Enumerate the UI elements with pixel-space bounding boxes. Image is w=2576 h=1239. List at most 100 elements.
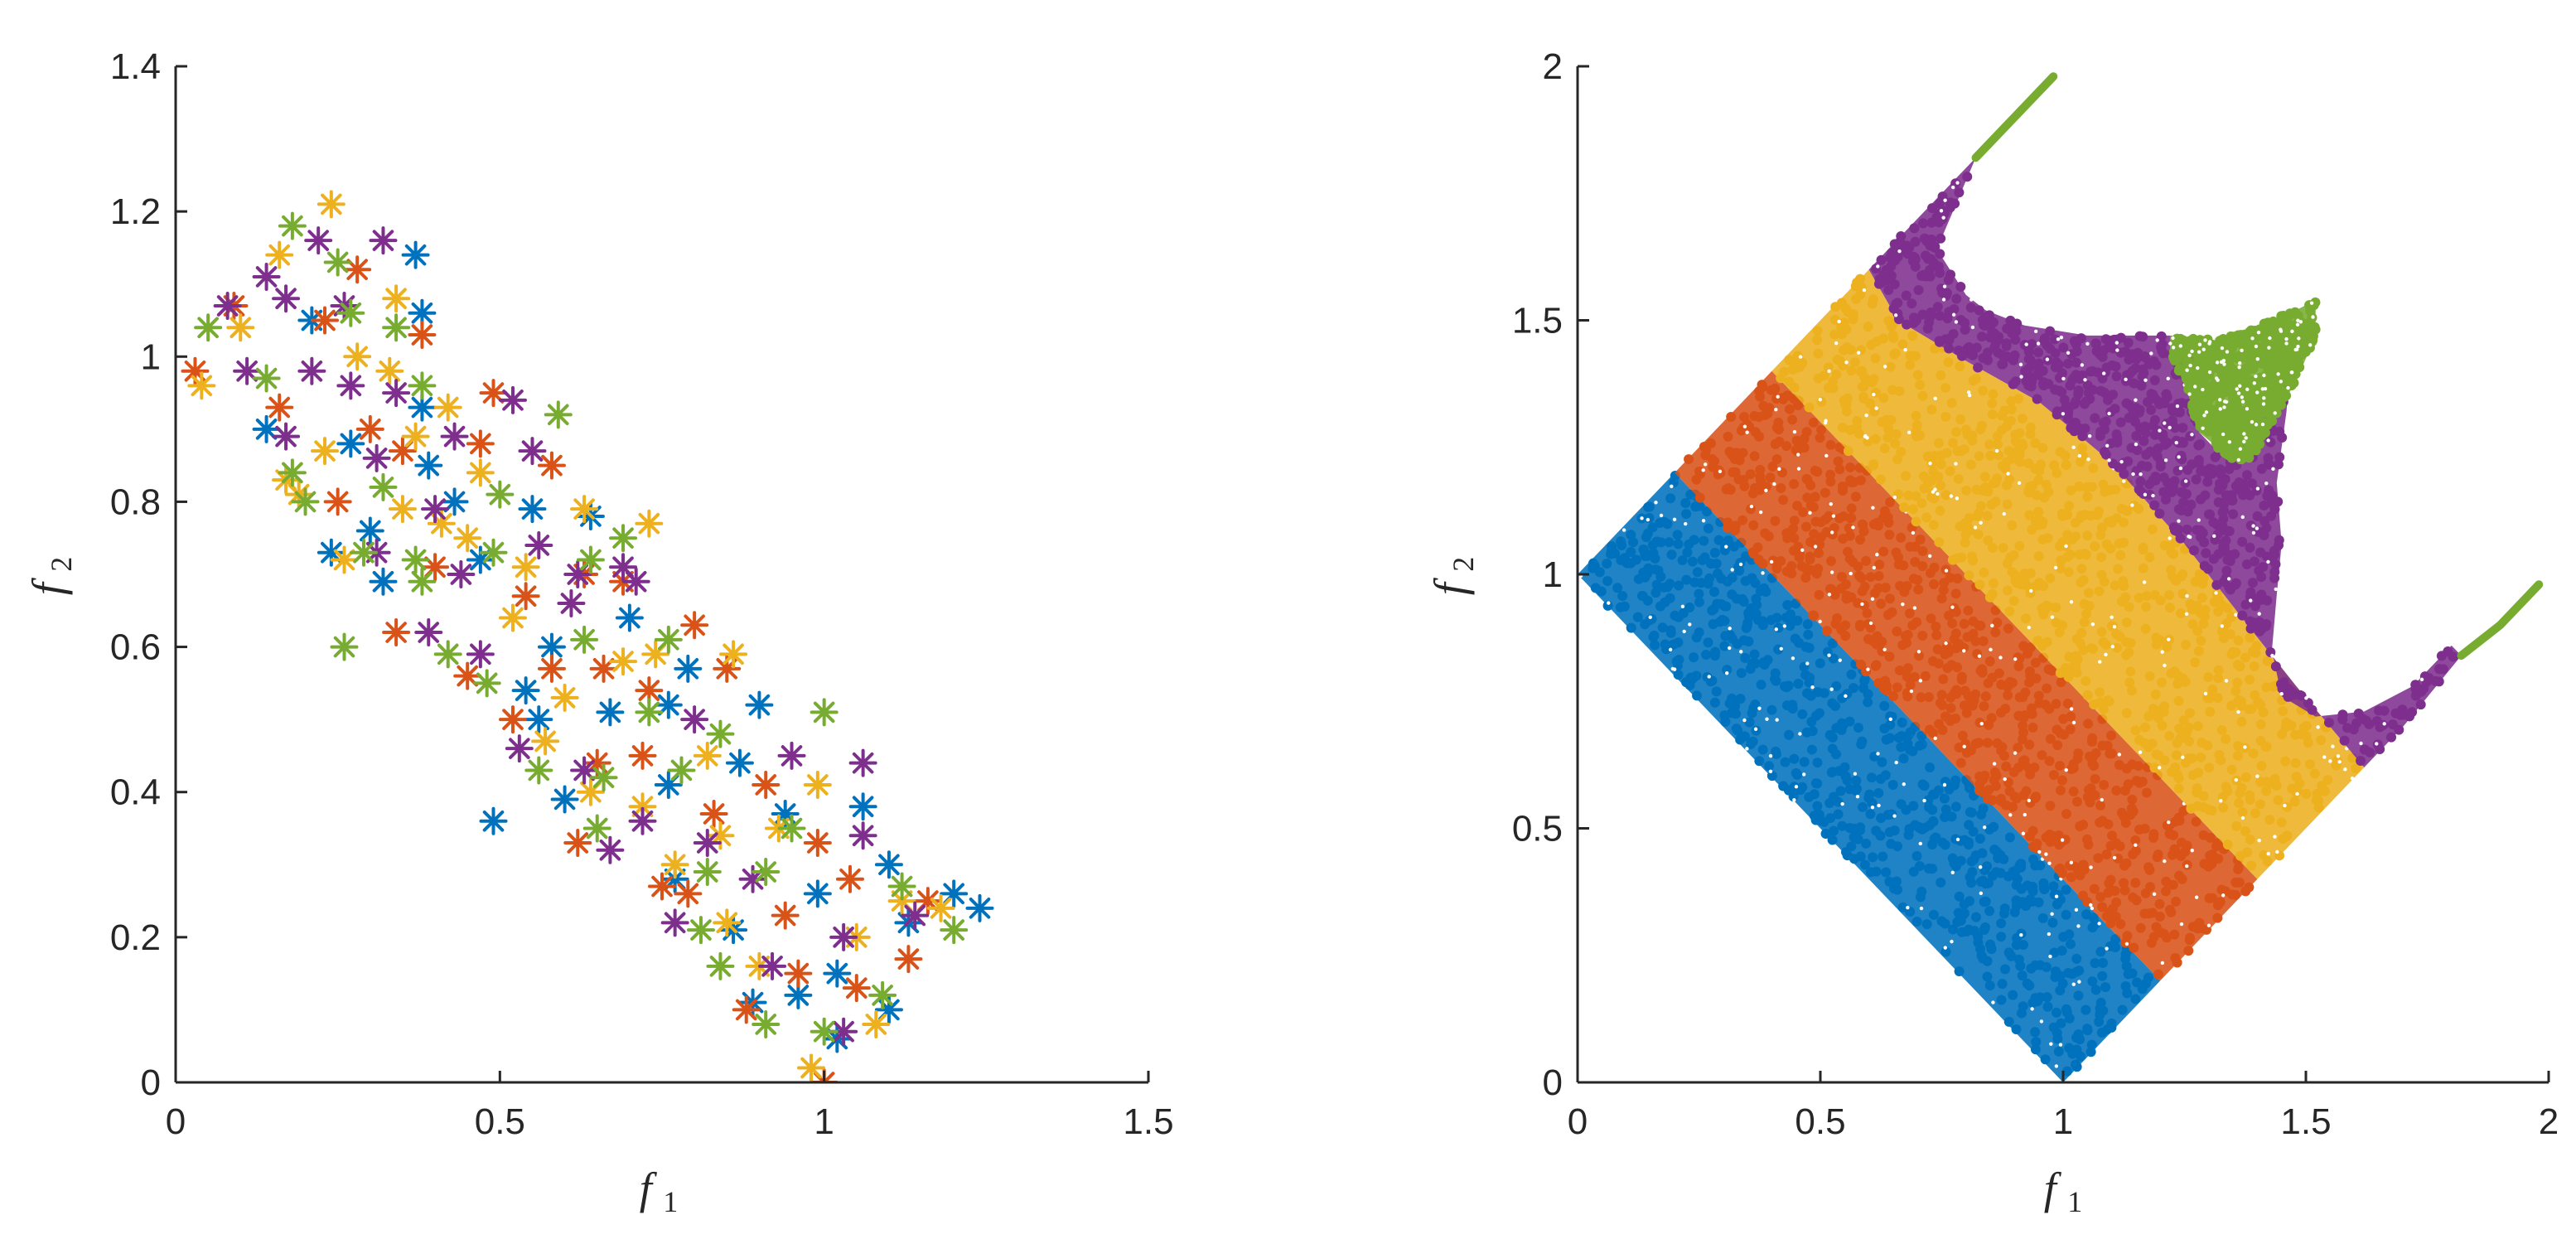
data-point xyxy=(719,640,748,669)
data-point xyxy=(1998,542,2008,553)
data-point xyxy=(1800,573,1811,583)
data-point xyxy=(1825,439,1836,450)
data-point xyxy=(2053,889,2064,900)
data-point xyxy=(1612,583,1623,593)
gap-speck xyxy=(1829,687,1834,691)
data-point xyxy=(1865,572,1876,583)
data-point xyxy=(1961,485,1972,496)
data-point xyxy=(1825,477,1836,487)
data-point xyxy=(2095,349,2105,360)
gap-speck xyxy=(1912,606,1917,610)
gap-speck xyxy=(2201,347,2206,351)
data-point xyxy=(1665,593,1675,603)
data-point xyxy=(2226,700,2237,711)
data-point xyxy=(2235,787,2245,798)
data-point xyxy=(2158,472,2169,483)
gap-speck xyxy=(2359,741,2363,746)
data-point xyxy=(1889,239,1900,249)
data-point xyxy=(2061,401,2071,412)
data-point xyxy=(1791,767,1801,778)
gap-speck xyxy=(2163,859,2167,864)
gap-speck xyxy=(2110,615,2114,619)
data-point xyxy=(810,698,839,727)
data-point xyxy=(1684,454,1694,465)
data-point xyxy=(1801,727,1812,738)
data-point xyxy=(1996,932,2007,942)
gap-speck xyxy=(1659,513,1664,518)
data-point xyxy=(582,748,611,777)
data-point xyxy=(713,908,742,937)
data-point xyxy=(1940,777,1950,787)
gap-speck xyxy=(1967,393,1972,398)
data-point xyxy=(1723,535,1733,546)
gap-speck xyxy=(1703,462,1708,467)
data-point xyxy=(2245,790,2255,801)
gap-speck xyxy=(2054,1064,2059,1068)
data-point xyxy=(2190,657,2201,668)
data-point xyxy=(2097,373,2108,384)
data-point xyxy=(660,850,689,879)
data-point xyxy=(2274,535,2284,545)
data-point xyxy=(2134,593,2144,603)
data-point xyxy=(2006,453,2017,464)
data-point xyxy=(1827,767,1838,777)
data-point xyxy=(596,835,625,864)
data-point xyxy=(1905,541,1916,552)
gap-speck xyxy=(2089,903,2093,907)
data-point xyxy=(2051,602,2061,612)
gap-speck xyxy=(2242,439,2246,444)
gap-speck xyxy=(2262,373,2266,378)
data-point xyxy=(1689,577,1700,588)
gap-speck xyxy=(1798,355,1803,359)
gap-speck xyxy=(1989,647,1993,652)
data-point xyxy=(1956,671,1967,682)
data-point xyxy=(2225,629,2235,640)
gap-speck xyxy=(2019,932,2023,937)
data-point xyxy=(408,321,437,350)
data-point xyxy=(1670,610,1680,621)
data-point xyxy=(2202,477,2213,487)
data-point xyxy=(1868,852,1878,863)
data-point xyxy=(2045,573,2056,583)
gap-speck xyxy=(1962,744,1966,749)
data-point xyxy=(1987,409,1998,420)
data-point xyxy=(1749,649,1760,660)
gap-speck xyxy=(1906,905,1910,910)
data-point xyxy=(2097,970,2108,981)
data-point xyxy=(2269,779,2280,790)
data-point xyxy=(2063,671,2074,682)
data-point xyxy=(1792,501,1803,511)
data-point xyxy=(2123,337,2134,348)
data-point xyxy=(1889,825,1900,836)
data-point xyxy=(1955,315,1966,326)
data-point xyxy=(1760,528,1771,539)
data-point xyxy=(1843,446,1853,457)
gap-speck xyxy=(2086,457,2090,462)
data-point xyxy=(1816,396,1827,407)
gap-speck xyxy=(2175,404,2180,409)
data-point xyxy=(589,654,618,683)
data-point xyxy=(2221,618,2232,629)
data-point xyxy=(758,951,787,980)
data-point xyxy=(2204,346,2215,356)
data-point xyxy=(2100,334,2111,345)
data-point xyxy=(1878,851,1888,862)
data-point xyxy=(505,734,534,763)
data-point xyxy=(2246,860,2257,871)
data-point xyxy=(1949,858,1960,869)
data-point xyxy=(1960,324,1970,335)
gap-speck xyxy=(1922,798,1926,803)
data-point xyxy=(2106,621,2117,632)
data-point xyxy=(1754,756,1765,767)
data-point xyxy=(1956,927,1967,937)
data-point xyxy=(1802,492,1813,503)
gap-speck xyxy=(2322,755,2327,759)
gap-speck xyxy=(2375,742,2379,746)
data-point xyxy=(1878,546,1889,557)
data-point xyxy=(1681,574,1692,585)
data-point xyxy=(2008,379,2018,390)
data-point xyxy=(2238,452,2249,462)
gap-speck xyxy=(2155,338,2159,342)
data-point xyxy=(1755,464,1766,475)
data-point xyxy=(1990,781,2001,791)
